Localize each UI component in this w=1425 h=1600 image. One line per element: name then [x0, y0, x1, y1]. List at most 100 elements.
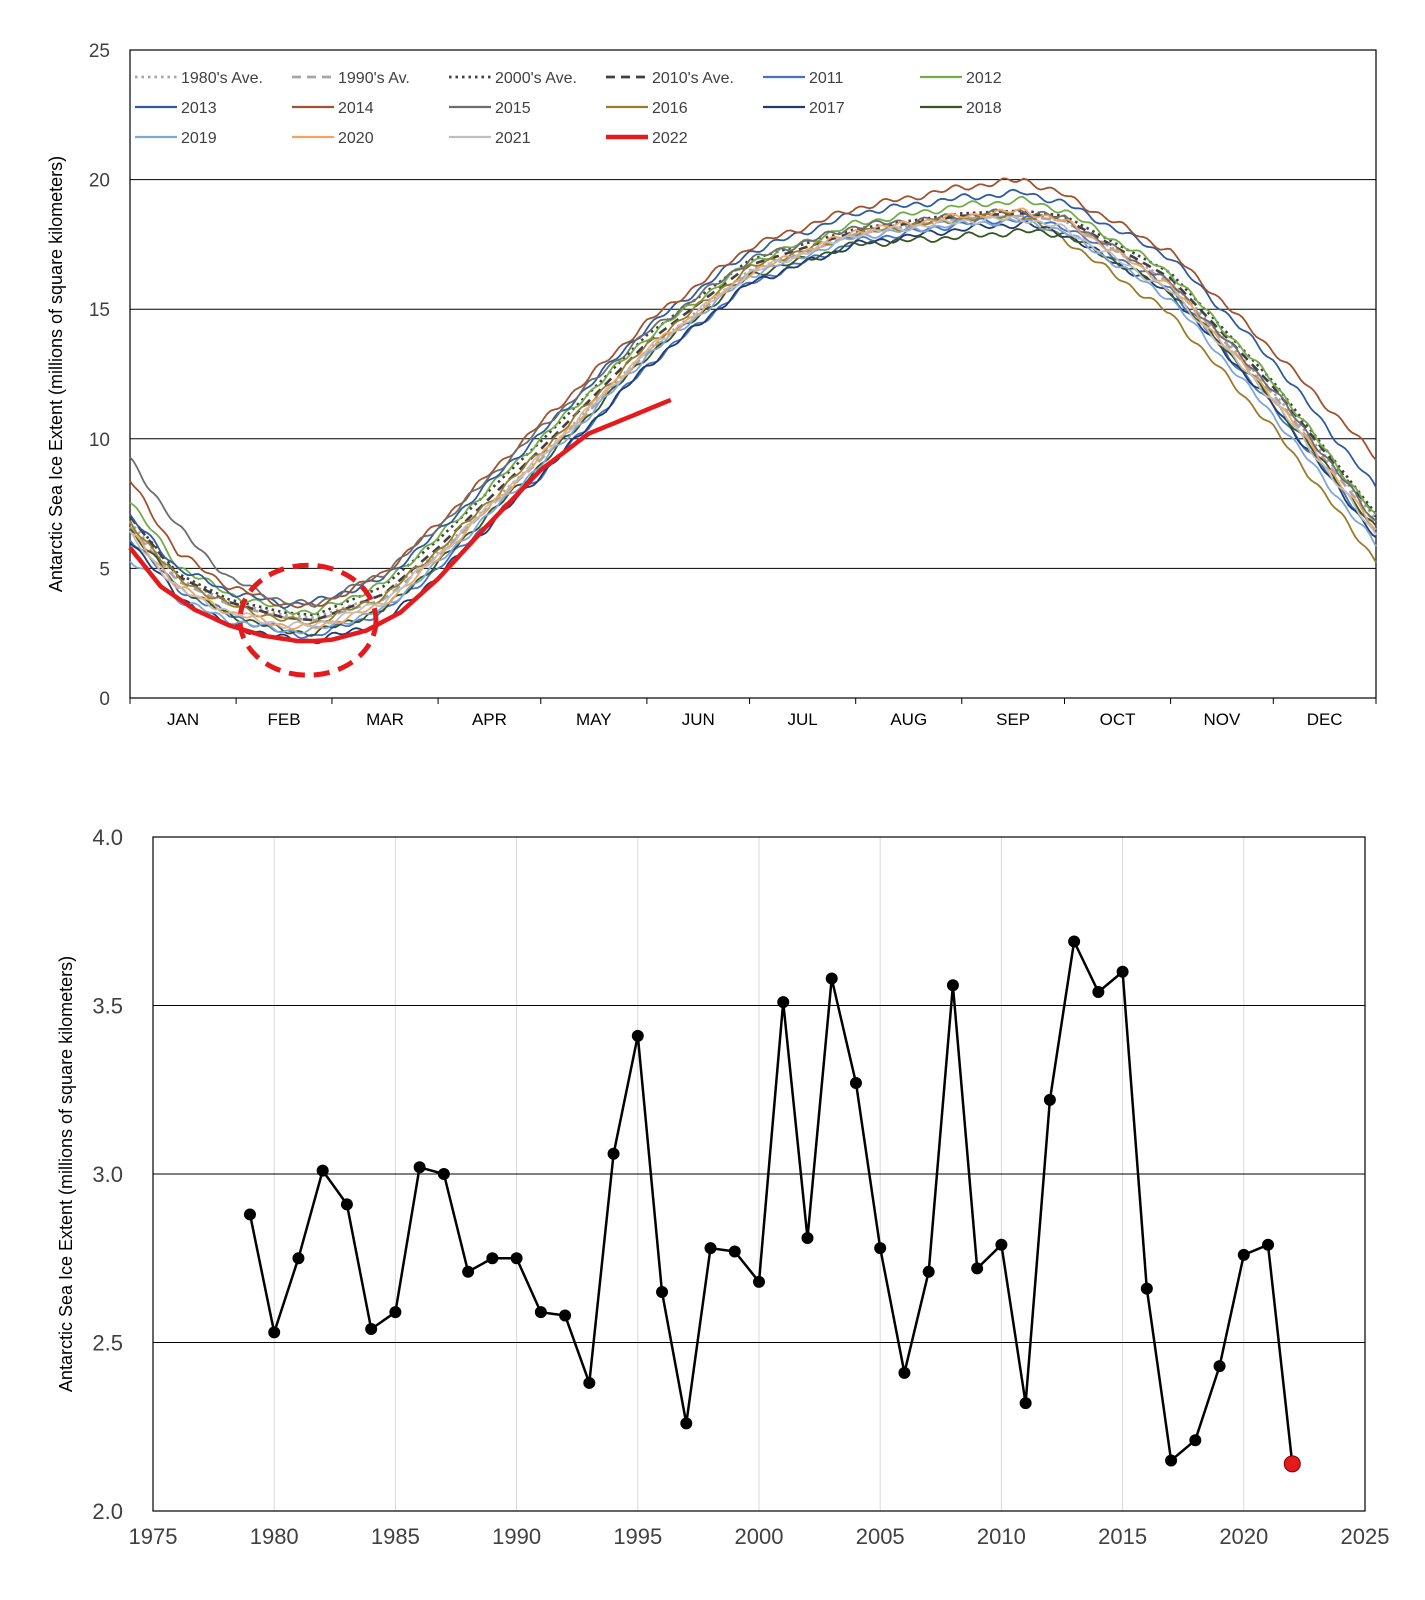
- x-tick-label: 2020: [1219, 1524, 1268, 1549]
- data-point: [510, 1252, 523, 1265]
- y-tick-label: 15: [89, 300, 110, 321]
- x-tick-label: 1985: [371, 1524, 420, 1549]
- legend-label: 2014: [338, 100, 374, 117]
- data-point: [316, 1164, 329, 1177]
- legend-label: 2015: [495, 100, 531, 117]
- x-tick-label: 2000: [735, 1524, 784, 1549]
- legend-label: 2021: [495, 130, 531, 147]
- data-point: [607, 1147, 620, 1160]
- series-line-2012: [129, 196, 1377, 616]
- data-point: [801, 1232, 814, 1245]
- x-tick-label: 2005: [856, 1524, 905, 1549]
- y-tick-label: 5: [99, 559, 110, 580]
- series-line-2011: [129, 215, 1377, 640]
- plot-frame: [152, 836, 1366, 1512]
- y-tick-label: 10: [89, 430, 110, 451]
- data-point: [1237, 1248, 1250, 1261]
- x-category-label: NOV: [1204, 710, 1242, 729]
- data-point: [777, 996, 790, 1009]
- x-category-label: APR: [472, 710, 507, 729]
- y-tick-label: 25: [89, 41, 110, 62]
- data-point: [583, 1376, 596, 1389]
- legend-label: 2000's Ave.: [495, 70, 577, 87]
- data-point: [922, 1265, 935, 1278]
- x-tick-label: 1995: [613, 1524, 662, 1549]
- x-category-label: OCT: [1100, 710, 1136, 729]
- y-tick-label: 4.0: [92, 825, 123, 850]
- x-category-label: JUL: [788, 710, 818, 729]
- x-category-label: MAR: [366, 710, 404, 729]
- data-point: [631, 1029, 644, 1042]
- data-point: [1116, 965, 1129, 978]
- x-tick-label: 1990: [492, 1524, 541, 1549]
- series-line-2019: [129, 217, 1377, 635]
- data-point: [946, 979, 959, 992]
- series-line-2021: [129, 215, 1377, 630]
- legend-label: 1980's Ave.: [181, 70, 263, 87]
- data-point: [462, 1265, 475, 1278]
- data-point: [292, 1252, 305, 1265]
- data-point: [534, 1306, 547, 1319]
- legend-label: 2019: [181, 130, 217, 147]
- data-point: [365, 1323, 378, 1336]
- data-point: [1043, 1093, 1056, 1106]
- data-point: [1213, 1360, 1226, 1373]
- minimum-highlight-circle: [237, 562, 379, 678]
- data-point: [268, 1326, 281, 1339]
- y-tick-label: 3.5: [92, 994, 123, 1019]
- x-tick-label: 2025: [1341, 1524, 1390, 1549]
- x-tick-label: 2015: [1098, 1524, 1147, 1549]
- series-line-annual-minimum: [248, 937, 1294, 1464]
- x-category-label: JUN: [682, 710, 715, 729]
- data-point: [1189, 1434, 1202, 1447]
- data-point: [1092, 986, 1105, 999]
- data-point: [874, 1242, 887, 1255]
- data-point: [656, 1285, 669, 1298]
- legend-label: 2022: [652, 130, 688, 147]
- x-tick-label: 1975: [129, 1524, 178, 1549]
- data-point: [559, 1309, 572, 1322]
- data-point: [243, 1208, 256, 1221]
- data-point: [1019, 1397, 1032, 1410]
- legend-label: 2011: [809, 70, 844, 87]
- data-point: [849, 1077, 862, 1090]
- data-point: [389, 1306, 402, 1319]
- x-category-label: JAN: [167, 710, 199, 729]
- legend-label: 2017: [809, 100, 845, 117]
- series-line-2015: [129, 208, 1377, 608]
- data-point: [437, 1168, 450, 1180]
- data-point: [486, 1252, 499, 1265]
- x-category-label: SEP: [996, 710, 1030, 729]
- plot-frame: [129, 49, 1377, 699]
- y-axis-label: Antarctic Sea Ice Extent (millions of sq…: [46, 156, 66, 592]
- legend-label: 1990's Av.: [338, 70, 410, 87]
- data-point: [680, 1417, 693, 1430]
- data-point: [413, 1161, 426, 1174]
- x-tick-label: 1980: [250, 1524, 299, 1549]
- data-point: [728, 1245, 741, 1258]
- annual-minimum-chart: 1975 1980 1985 1990 1995 2000 2005 2010 2015 2020…: [56, 825, 1389, 1549]
- series-line-2017: [129, 220, 1377, 645]
- y-tick-label: 2.0: [92, 1499, 123, 1524]
- data-point: [340, 1198, 353, 1211]
- y-axis-label: Antarctic Sea Ice Extent (millions of sq…: [56, 956, 76, 1392]
- legend-label: 2013: [181, 100, 217, 117]
- data-point: [1165, 1454, 1178, 1467]
- y-tick-label: 0: [99, 689, 110, 710]
- series-line-2022: [128, 397, 672, 644]
- seasonal-cycle-chart: 0 5 10 15 20 25 JAN FEB MAR APR MAY JUN JUL AUG SEP OCT…: [46, 41, 1378, 729]
- series-line-1980-s-ave-: [128, 214, 1378, 619]
- data-point: [704, 1242, 717, 1255]
- x-category-label: FEB: [268, 710, 301, 729]
- data-point: [898, 1366, 911, 1379]
- data-point: [995, 1238, 1008, 1251]
- data-point-2022-highlight: [1283, 1455, 1301, 1473]
- y-tick-label: 2.5: [92, 1331, 123, 1356]
- series-line-2014: [129, 177, 1377, 609]
- data-point: [971, 1262, 984, 1275]
- legend-label: 2012: [966, 70, 1002, 87]
- data-point: [1068, 935, 1081, 948]
- legend-label: 2016: [652, 100, 688, 117]
- x-category-label: DEC: [1307, 710, 1343, 729]
